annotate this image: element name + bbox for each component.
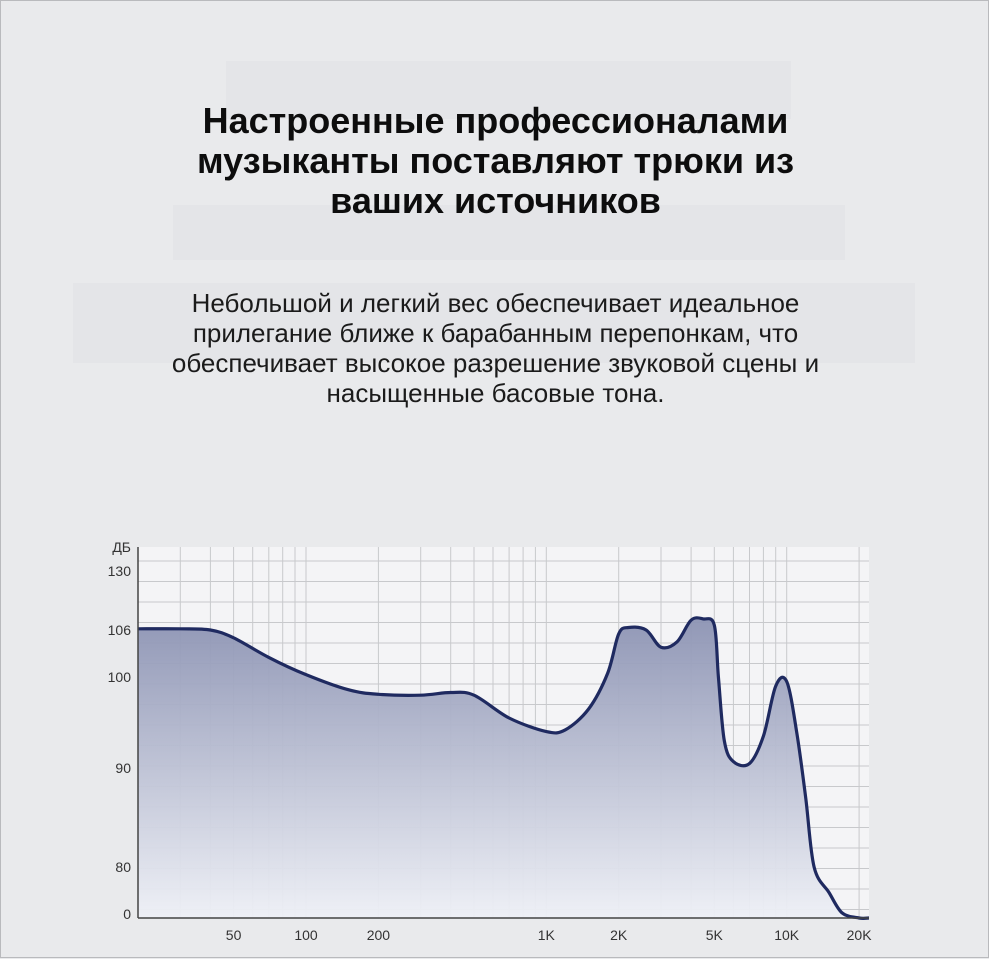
x-tick-label: 200	[367, 927, 391, 943]
page-title: Настроенные профессионалами музыканты по…	[1, 101, 989, 221]
x-tick-label: 100	[294, 927, 318, 943]
description-line: насыщенные басовые тона.	[326, 378, 665, 408]
y-tick-label: 0	[123, 906, 131, 922]
y-tick-label: 106	[108, 622, 132, 638]
x-tick-label: 20K	[847, 927, 873, 943]
title-line: Настроенные профессионалами	[202, 100, 789, 141]
decor-band	[226, 61, 791, 119]
description: Небольшой и легкий вес обеспечивает идеа…	[1, 288, 989, 408]
y-tick-label: ДБ	[112, 539, 131, 555]
y-tick-label: 80	[115, 859, 131, 875]
x-tick-label: 50	[226, 927, 242, 943]
x-tick-label: 5K	[706, 927, 724, 943]
title-line: ваших источников	[330, 180, 661, 221]
description-line: прилегание ближе к барабанным перепонкам…	[192, 318, 799, 348]
response-area	[138, 617, 869, 919]
x-tick-label: 1K	[538, 927, 556, 943]
y-tick-label: 100	[108, 669, 132, 685]
y-tick-label: 90	[115, 760, 131, 776]
x-tick-label: 2K	[610, 927, 628, 943]
description-line: обеспечивает высокое разрешение звуковой…	[171, 348, 820, 378]
decor-band	[73, 283, 915, 363]
x-tick-label: 10K	[774, 927, 800, 943]
description-line: Небольшой и легкий вес обеспечивает идеа…	[191, 288, 800, 318]
decor-band	[173, 205, 845, 260]
y-tick-label: 130	[108, 563, 132, 579]
response-line	[137, 616, 870, 920]
title-line: музыканты поставляют трюки из	[197, 140, 794, 181]
